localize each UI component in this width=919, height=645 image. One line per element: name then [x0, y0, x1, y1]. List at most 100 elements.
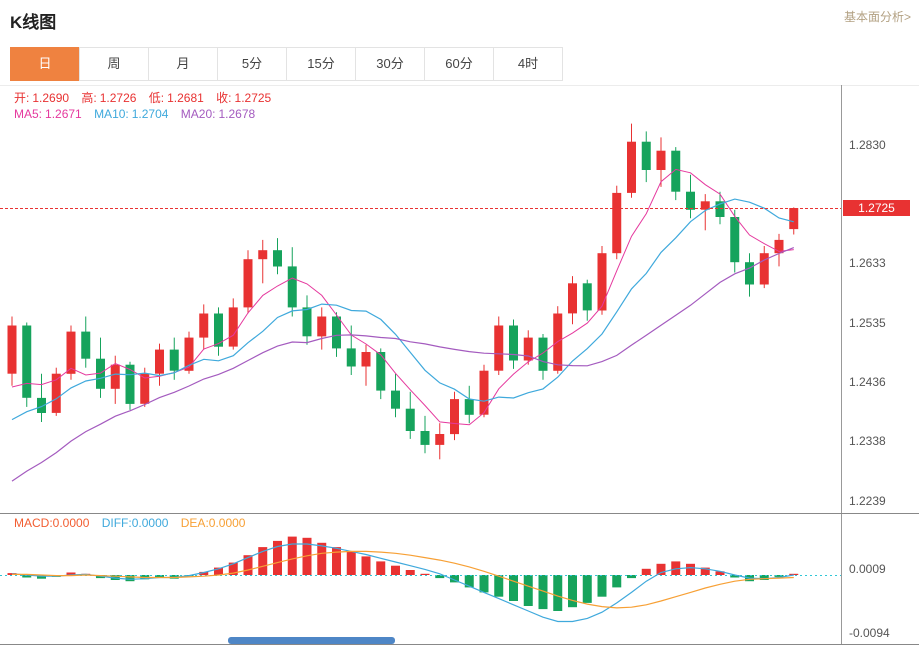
tab-hour4[interactable]: 4时 [493, 47, 563, 81]
macd-bar[interactable] [37, 575, 46, 579]
macd-bar[interactable] [214, 567, 223, 575]
macd-bar[interactable] [597, 575, 607, 597]
tab-day[interactable]: 日 [10, 47, 80, 81]
macd-bar[interactable] [258, 547, 268, 575]
candlestick-chart[interactable] [0, 85, 919, 645]
candle[interactable] [169, 349, 179, 371]
macd-bar[interactable] [332, 547, 341, 575]
candle[interactable] [140, 373, 150, 404]
macd-bar[interactable] [125, 575, 135, 582]
tab-min30[interactable]: 30分 [355, 47, 425, 81]
candle[interactable] [479, 370, 489, 415]
macd-bar[interactable] [405, 570, 415, 575]
macd-bar[interactable] [273, 540, 282, 575]
macd-bar[interactable] [376, 561, 386, 575]
candle[interactable] [627, 141, 636, 193]
candle[interactable] [686, 191, 695, 210]
candle[interactable] [51, 373, 61, 413]
macd-bar[interactable] [228, 562, 238, 575]
candle[interactable] [464, 399, 474, 415]
candle[interactable] [7, 325, 17, 374]
macd-bar[interactable] [420, 573, 430, 575]
candle[interactable] [730, 217, 740, 263]
candle[interactable] [509, 325, 518, 361]
candle[interactable] [81, 331, 91, 359]
candle[interactable] [110, 364, 120, 389]
chart-scrollbar[interactable] [228, 637, 395, 644]
macd-bar[interactable] [464, 575, 474, 588]
candle[interactable] [671, 150, 681, 192]
macd-bar[interactable] [287, 536, 297, 575]
macd-bar[interactable] [641, 568, 651, 575]
candle[interactable] [155, 349, 164, 374]
candle[interactable] [641, 141, 651, 170]
candle[interactable] [96, 358, 105, 389]
candle[interactable] [302, 307, 312, 337]
candle[interactable] [523, 337, 533, 361]
candle[interactable] [214, 313, 223, 347]
macd-bar[interactable] [509, 575, 518, 601]
macd-bar[interactable] [656, 563, 666, 575]
candle[interactable] [568, 283, 577, 314]
candle[interactable] [538, 337, 548, 371]
candle[interactable] [273, 250, 282, 267]
macd-bar[interactable] [199, 571, 209, 575]
candle[interactable] [435, 434, 445, 445]
macd-bar[interactable] [450, 575, 459, 583]
candle[interactable] [774, 239, 784, 254]
macd-bar[interactable] [789, 573, 799, 575]
candle[interactable] [184, 337, 194, 371]
macd-bar[interactable] [715, 571, 725, 575]
macd-bar[interactable] [568, 575, 577, 608]
candle[interactable] [258, 250, 268, 260]
candle[interactable] [656, 150, 666, 170]
macd-bar[interactable] [243, 555, 253, 575]
candle[interactable] [612, 192, 622, 254]
candle[interactable] [597, 253, 607, 311]
candle[interactable] [789, 208, 799, 230]
macd-bar[interactable] [346, 551, 356, 575]
candle[interactable] [228, 307, 238, 347]
macd-bar[interactable] [553, 575, 563, 611]
candle[interactable] [745, 262, 754, 285]
candle[interactable] [125, 364, 135, 404]
macd-bar[interactable] [66, 572, 76, 576]
macd-bar[interactable] [317, 542, 327, 575]
candle[interactable] [494, 325, 504, 371]
macd-bar[interactable] [759, 575, 769, 580]
candle[interactable] [715, 201, 725, 217]
macd-bar[interactable] [538, 575, 548, 610]
macd-bar[interactable] [700, 567, 710, 575]
tab-min5[interactable]: 5分 [217, 47, 287, 81]
candle[interactable] [66, 331, 76, 374]
fundamental-analysis-link[interactable]: 基本面分析> [843, 10, 911, 24]
candle[interactable] [287, 266, 297, 308]
tab-min15[interactable]: 15分 [286, 47, 356, 81]
macd-bar[interactable] [627, 575, 636, 579]
candle[interactable] [22, 325, 32, 398]
candle[interactable] [700, 201, 710, 210]
macd-bar[interactable] [730, 575, 740, 578]
candle[interactable] [405, 408, 415, 431]
macd-bar[interactable] [686, 563, 695, 575]
macd-bar[interactable] [169, 575, 179, 579]
macd-bar[interactable] [582, 575, 592, 603]
tab-week[interactable]: 周 [79, 47, 149, 81]
macd-bar[interactable] [494, 575, 504, 597]
candle[interactable] [317, 316, 327, 337]
candle[interactable] [759, 253, 769, 285]
tab-min60[interactable]: 60分 [424, 47, 494, 81]
candles-layer[interactable] [7, 123, 799, 460]
macd-bars-layer[interactable] [7, 536, 799, 611]
macd-bar[interactable] [391, 565, 400, 575]
tab-month[interactable]: 月 [148, 47, 218, 81]
macd-bar[interactable] [523, 575, 533, 606]
macd-bar[interactable] [155, 575, 164, 578]
candle[interactable] [361, 352, 371, 367]
macd-bar[interactable] [361, 556, 371, 575]
macd-bar[interactable] [479, 575, 489, 593]
candle[interactable] [450, 399, 459, 435]
candle[interactable] [37, 397, 46, 413]
candle[interactable] [582, 283, 592, 311]
candle[interactable] [243, 259, 253, 308]
